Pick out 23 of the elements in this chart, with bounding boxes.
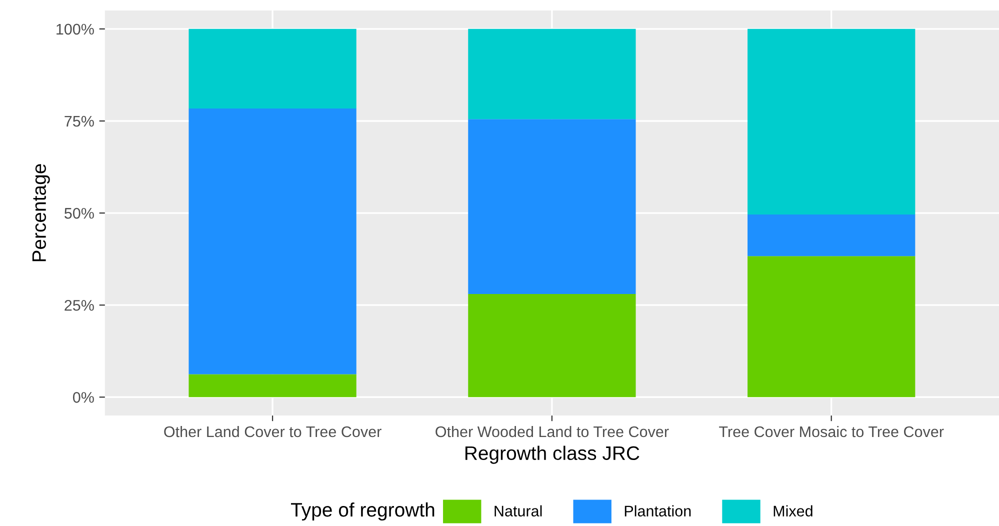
x-tick-label: Other Land Cover to Tree Cover [164, 426, 382, 438]
y-axis-title: Percentage [32, 164, 50, 262]
bar [748, 28, 916, 215]
legend-label: Mixed [774, 505, 812, 516]
bar [748, 214, 916, 256]
bar [188, 374, 356, 398]
x-tick-label: Tree Cover Mosaic to Tree Cover [719, 426, 944, 438]
bar [468, 119, 636, 294]
bar [188, 108, 356, 374]
legend-title: Type of regrowth [291, 502, 434, 521]
bar [468, 28, 636, 120]
bar [748, 256, 916, 398]
legend-label: Natural [494, 505, 542, 516]
y-tick-label: 100% [56, 24, 94, 35]
y-tick-label: 50% [64, 208, 94, 219]
legend-label: Plantation [624, 505, 691, 516]
x-tick-label: Other Wooded Land to Tree Cover [436, 426, 669, 438]
bar [468, 294, 636, 398]
y-tick-label: 25% [64, 300, 94, 311]
x-axis-title: Regrowth class JRC [465, 446, 640, 464]
bar [188, 28, 356, 108]
y-tick-label: 75% [64, 116, 94, 127]
y-tick-label: 0% [72, 392, 94, 403]
